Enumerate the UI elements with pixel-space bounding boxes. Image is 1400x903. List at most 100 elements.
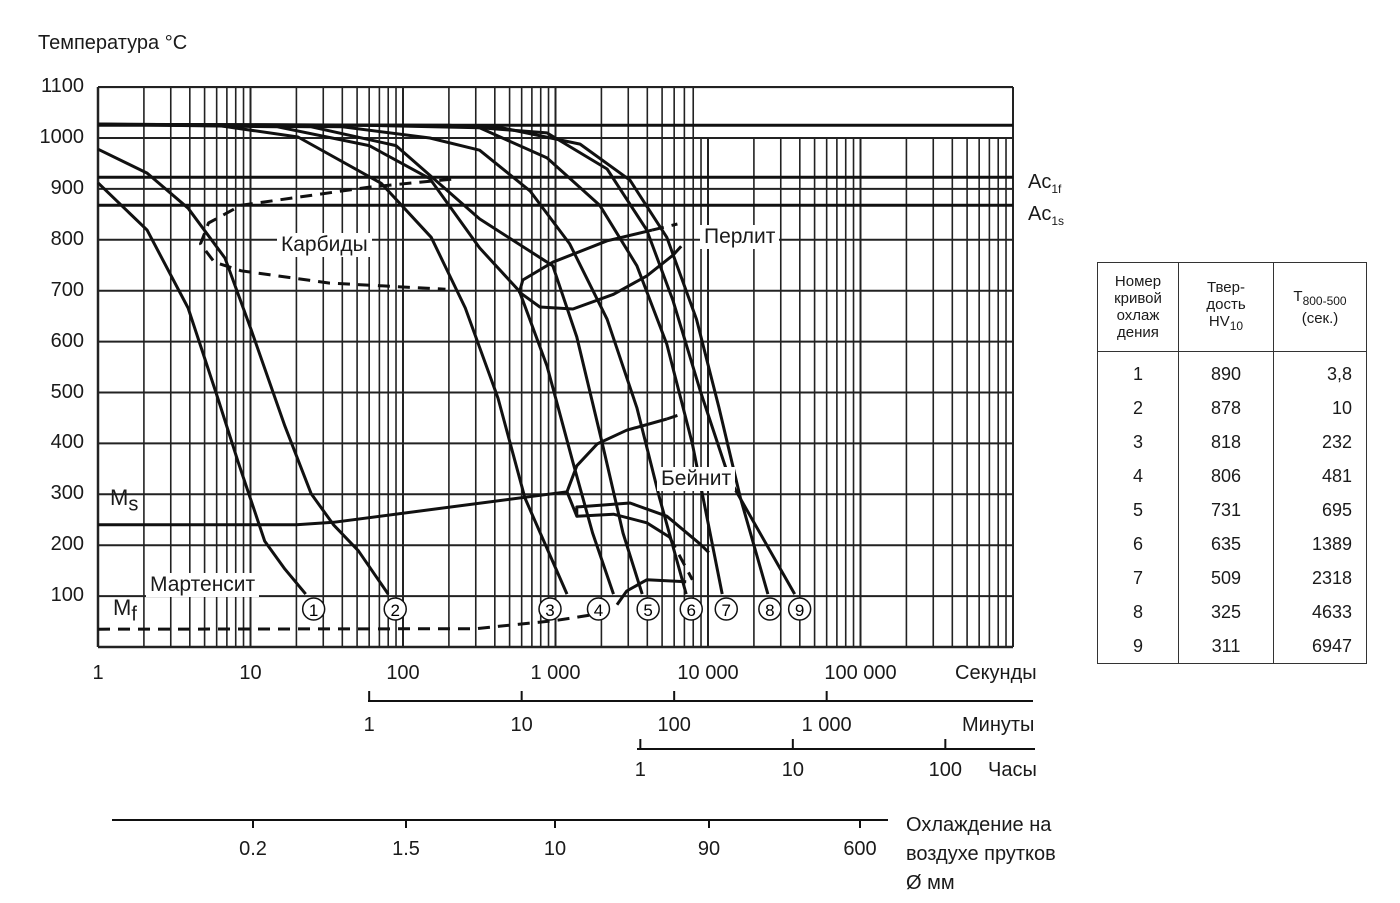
bainite-boundary — [576, 512, 671, 539]
curve-marker-label: 8 — [765, 601, 774, 620]
secondary-tick-label: 100 — [928, 759, 963, 781]
table-cell: 6 — [1097, 527, 1179, 561]
table-cell: 1389 — [1273, 527, 1367, 561]
y-tick-label: 300 — [50, 482, 84, 505]
curve-marker-label: 9 — [795, 601, 804, 620]
secondary-tick-label: 1 — [363, 714, 375, 736]
cooling-curve-2 — [97, 147, 390, 595]
carbides-label: Карбиды — [277, 233, 372, 257]
x-tick-label: 100 — [386, 662, 420, 684]
y-tick-label: 800 — [50, 227, 84, 250]
table-cell: 8 — [1097, 595, 1179, 629]
y-tick-label: 700 — [50, 278, 84, 301]
carbides-boundary — [199, 177, 452, 291]
pearlite-boundary — [671, 239, 688, 257]
y-axis-label: Температура °C — [38, 32, 188, 54]
diameter-unit: Ø мм — [906, 872, 955, 894]
curve-marker-label: 1 — [309, 601, 318, 620]
table-cell: 635 — [1178, 527, 1274, 561]
secondary-tick-label: 90 — [697, 838, 721, 860]
table-cell: 7 — [1097, 561, 1179, 595]
curve-marker-circle — [383, 597, 407, 621]
minutes-axis-label: Минуты — [962, 714, 1035, 736]
table-cell: 2 — [1097, 391, 1179, 425]
secondary-tick-label: 1 — [634, 759, 646, 781]
table-row: 9 311 6947 — [1097, 629, 1367, 664]
curve-marker-label: 5 — [643, 601, 652, 620]
curve-marker-label: 6 — [687, 601, 696, 620]
table-row: 4 806 481 — [1097, 459, 1367, 493]
curve-marker-circle — [586, 597, 611, 621]
ac1s-label: Ac1s — [1028, 203, 1065, 228]
x-tick-label: 1 — [92, 662, 104, 684]
secondary-tick-label: 1 000 — [801, 714, 852, 736]
table-cell: 481 — [1273, 459, 1367, 493]
secondary-tick-label: 100 — [657, 714, 691, 736]
y-tick-label: 400 — [50, 431, 84, 454]
cooling-curve-1 — [96, 181, 307, 596]
table-row: 3 818 232 — [1097, 425, 1367, 459]
ms-label: Ms — [110, 485, 139, 516]
air-cooling-axis-label: Охлаждение на воздухе прутков Ø мм — [906, 811, 1076, 898]
bainite-boundary — [666, 413, 678, 421]
curve-marker-label: 2 — [390, 601, 399, 620]
Mf-boundary — [97, 607, 615, 631]
table-cell: 3,8 — [1273, 351, 1367, 391]
col-curve-number: Номер кривой охлаж дения — [1097, 262, 1179, 352]
pearlite-boundary — [517, 228, 675, 311]
mf-label: Mf — [113, 595, 137, 626]
table-cell: 890 — [1178, 351, 1274, 391]
x-tick-label: 10 — [239, 662, 262, 684]
secondary-tick-label: 0.2 — [239, 838, 267, 860]
pearlite-boundary — [651, 222, 678, 232]
y-tick-label: 1100 — [40, 75, 84, 98]
table-cell: 2318 — [1273, 561, 1367, 595]
col-t800-500: T800-500 (сек.) — [1273, 262, 1367, 352]
curve-marker-circle — [679, 597, 703, 621]
table-cell: 4 — [1097, 459, 1179, 493]
table-row: 2 878 10 — [1097, 391, 1367, 425]
cooling-curve-3 — [97, 122, 569, 595]
table-cell: 4633 — [1273, 595, 1367, 629]
table-cell: 311 — [1178, 629, 1274, 664]
cooling-curve-6 — [97, 122, 688, 595]
table-cell: 509 — [1178, 561, 1274, 595]
bainite-label: Бейнит — [657, 467, 736, 491]
secondary-tick-label: 10 — [543, 838, 567, 860]
table-row: 7 509 2318 — [1097, 561, 1367, 595]
air-cooling-label-text: Охлаждение на воздухе прутков — [906, 814, 1056, 865]
Ms-boundary — [98, 490, 568, 527]
y-tick-label: 100 — [50, 584, 84, 607]
table-cell: 9 — [1097, 629, 1179, 664]
table-cell: 3 — [1097, 425, 1179, 459]
table-row: 5 731 695 — [1097, 493, 1367, 527]
y-tick-label: 500 — [50, 380, 84, 403]
cooling-curve-table: Номер кривой охлаж дения Твер- дость HV1… — [1097, 262, 1367, 664]
col-hardness: Твер- дость HV10 — [1178, 262, 1274, 352]
table-row: 1 890 3,8 — [1097, 351, 1367, 391]
secondary-tick-label: 10 — [510, 714, 533, 736]
table-cell: 818 — [1178, 425, 1274, 459]
table-cell: 731 — [1178, 493, 1274, 527]
pearlite-label: Перлит — [700, 225, 780, 249]
table-cell: 10 — [1273, 391, 1367, 425]
table-cell: 1 — [1097, 351, 1179, 391]
cooling-curve-4 — [97, 122, 615, 595]
curve-marker-label: 7 — [722, 601, 731, 620]
x-axis-label: Секунды — [955, 662, 1037, 684]
bainite-boundary — [699, 543, 716, 559]
y-tick-label: 600 — [50, 329, 84, 352]
table-cell: 5 — [1097, 493, 1179, 527]
ac1f-label: Ac1f — [1028, 171, 1062, 196]
bainite-boundary — [565, 491, 702, 546]
table-row: 6 635 1389 — [1097, 527, 1367, 561]
table-cell: 695 — [1273, 493, 1367, 527]
curve-marker-circle — [714, 597, 738, 621]
table-cell: 878 — [1178, 391, 1274, 425]
curve-marker-circle — [301, 597, 326, 621]
x-tick-label: 1 000 — [530, 662, 581, 684]
table-cell: 232 — [1273, 425, 1367, 459]
curve-marker-circle — [758, 597, 782, 621]
